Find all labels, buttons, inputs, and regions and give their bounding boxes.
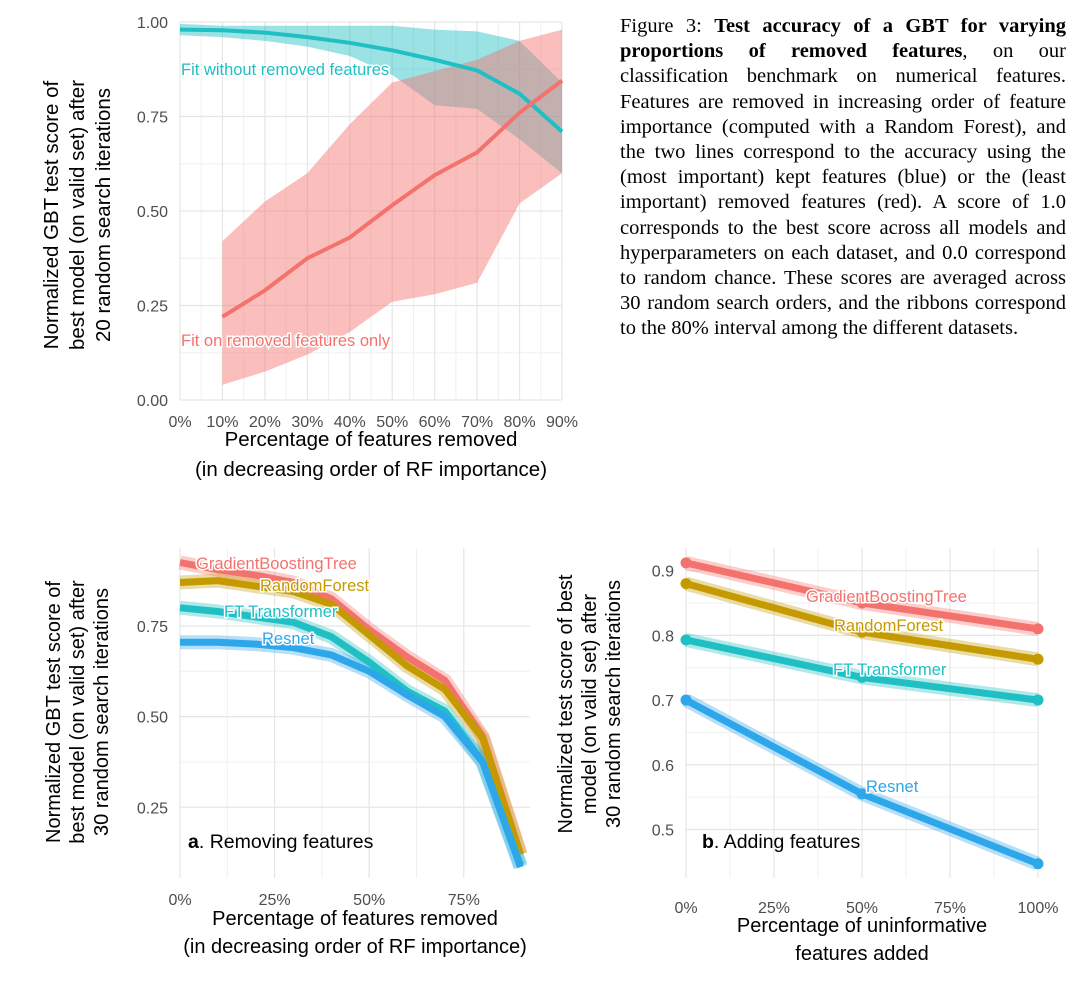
x-tick-label: 0% — [674, 900, 697, 917]
caption-bold: Test accuracy of a GBT for varying propo… — [620, 15, 1067, 63]
y-tick-label: 0.8 — [652, 628, 674, 645]
series-label: Fit without removed features — [181, 61, 389, 79]
series-label: Fit on removed features only — [181, 332, 391, 350]
panel-b: 0.5 0.6 0.7 0.8 0.9 0% 25% 50% 75% 100% Percentage… — [555, 548, 1058, 965]
x-tick-label: 20% — [249, 414, 281, 431]
y-tick-label: 0.50 — [137, 204, 168, 221]
y-axis-label: 30 random search iterations — [91, 588, 113, 836]
panel-title-text: . Removing features — [199, 831, 374, 853]
series-point — [1032, 623, 1044, 635]
y-tick-label: 0.00 — [137, 393, 168, 410]
x-tick-label: 50% — [376, 414, 408, 431]
series-point — [680, 634, 692, 646]
series-label: RandomForest — [834, 617, 944, 635]
y-tick-label: 0.6 — [652, 758, 674, 775]
figure-caption: Figure 3: Test accuracy of a GBT for var… — [620, 14, 1066, 342]
panel-title: b. Adding features — [702, 831, 861, 853]
y-axis-label: 30 random search iterations — [603, 580, 625, 828]
y-axis-label: Normalized test score of best — [555, 574, 577, 833]
y-tick-label: 0.75 — [137, 110, 168, 127]
x-tick-label: 10% — [206, 414, 238, 431]
series-point — [1032, 653, 1044, 665]
x-axis-label: features added — [795, 943, 928, 965]
y-axis-label: best model (on valid set) after — [66, 80, 89, 350]
series-line — [221, 79, 564, 319]
y-tick-label: 0.25 — [137, 800, 168, 817]
series-label: FT Transformer — [224, 603, 338, 621]
series-point — [856, 626, 868, 638]
x-tick-label: 30% — [291, 414, 323, 431]
series-point — [856, 788, 868, 800]
x-axis-label: Percentage of features removed — [212, 908, 498, 930]
y-axis-label: 20 random search iterations — [92, 88, 115, 342]
series-line — [180, 638, 524, 869]
y-tick-label: 0.9 — [652, 564, 674, 581]
series-label: RandomForest — [260, 577, 370, 595]
x-axis-label: (in decreasing order of RF importance) — [195, 458, 547, 481]
y-tick-label: 0.50 — [137, 710, 168, 727]
y-axis-label: Normalized GBT test score of — [43, 581, 65, 843]
series-label: Resnet — [262, 630, 315, 648]
x-tick-label: 80% — [504, 414, 536, 431]
series-point — [680, 694, 692, 706]
series-point — [680, 578, 692, 590]
y-tick-label: 1.00 — [137, 15, 168, 32]
y-tick-label: 0.25 — [137, 299, 168, 316]
ribbon — [180, 23, 562, 174]
series-label: GradientBoostingTree — [196, 555, 357, 573]
x-tick-label: 50% — [846, 900, 878, 917]
series-point — [1032, 858, 1044, 870]
y-tick-label: 0.7 — [652, 693, 674, 710]
x-tick-label: 100% — [1018, 900, 1059, 917]
series-label: GradientBoostingTree — [806, 588, 967, 606]
caption-text: , on our classification benchmark on num… — [620, 40, 1066, 340]
x-tick-label: 75% — [448, 892, 480, 909]
x-tick-label: 70% — [461, 414, 493, 431]
x-axis-label: (in decreasing order of RF importance) — [183, 936, 526, 958]
series-label: FT Transformer — [833, 661, 947, 679]
series-line — [179, 577, 524, 856]
y-axis-label: best model (on valid set) after — [67, 580, 89, 844]
x-tick-label: 75% — [934, 900, 966, 917]
top-chart: 0.00 0.25 0.50 0.75 1.00 0% 10% 20% 30% 40% 50% 60%… — [40, 15, 578, 481]
x-tick-label: 40% — [334, 414, 366, 431]
series-point — [856, 597, 868, 609]
y-tick-label: 0.5 — [652, 822, 674, 839]
panel-title-text: . Adding features — [714, 831, 861, 853]
series-label: Resnet — [866, 778, 919, 796]
x-tick-label: 0% — [168, 892, 191, 909]
panel-title: a. Removing features — [188, 831, 374, 853]
series-line — [179, 27, 564, 134]
caption-label: Figure 3: — [620, 15, 702, 37]
x-tick-label: 25% — [758, 900, 790, 917]
x-tick-label: 25% — [259, 892, 291, 909]
series-point — [1032, 694, 1044, 706]
panel-letter: a — [188, 831, 199, 853]
y-tick-label: 0.75 — [137, 619, 168, 636]
panel-a: 0.25 0.50 0.75 0% 25% 50% 75%Percentage of fea… — [43, 548, 530, 958]
series-point — [856, 671, 868, 683]
x-tick-label: 60% — [419, 414, 451, 431]
x-axis-label: Percentage of features removed — [225, 428, 518, 451]
y-axis-label: model (on valid set) after — [579, 594, 601, 814]
x-tick-label: 50% — [353, 892, 385, 909]
x-tick-label: 90% — [546, 414, 578, 431]
x-tick-label: 0% — [168, 414, 191, 431]
series-point — [680, 557, 692, 569]
y-axis-label: Normalized GBT test score of — [40, 80, 63, 349]
x-axis-label: Percentage of uninformative — [737, 915, 987, 937]
panel-letter: b — [702, 831, 714, 853]
